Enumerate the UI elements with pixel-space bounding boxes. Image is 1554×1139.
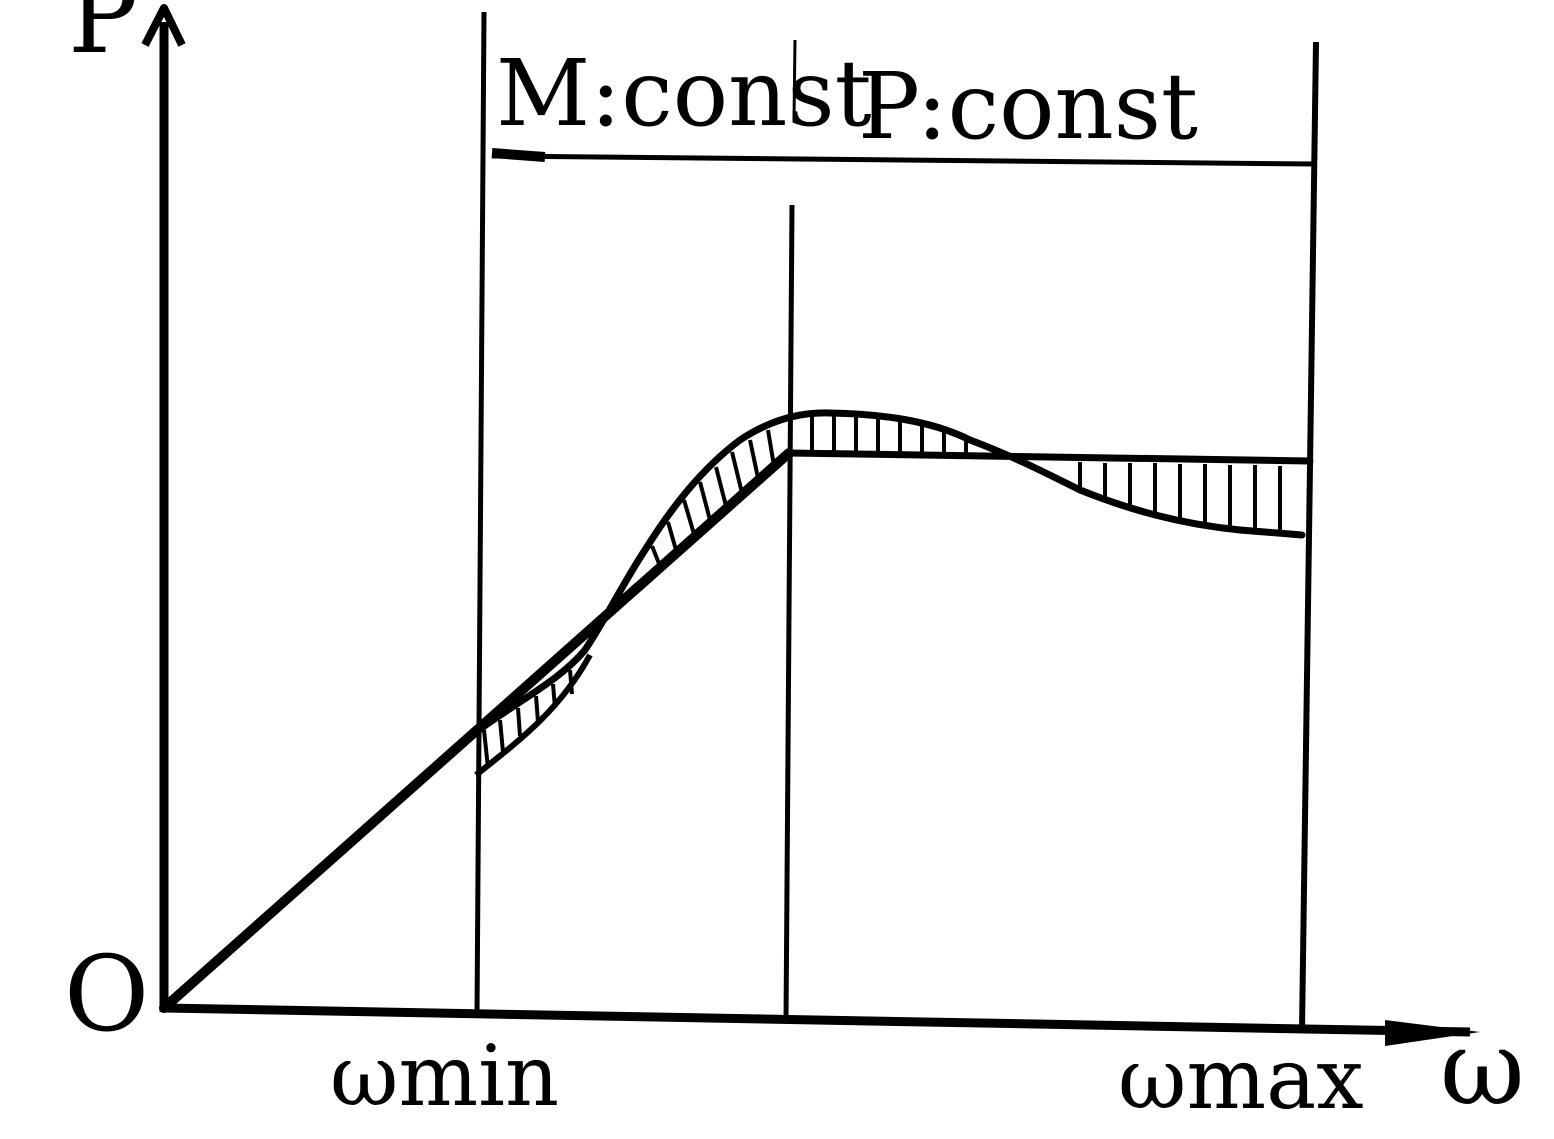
- wmax-line: [1299, 41, 1319, 1031]
- x-axis: [163, 1003, 1480, 1046]
- x-axis-arrowhead: [1385, 1020, 1480, 1046]
- region-bar: [491, 153, 1315, 167]
- y-axis-arrowhead: [141, 4, 186, 47]
- wmin-line: [474, 11, 487, 1016]
- ideal-characteristic: [159, 448, 1314, 1013]
- y-axis: [141, 4, 186, 1012]
- lower-deviation-curve: [474, 653, 593, 778]
- y-axis-label: P: [68, 0, 138, 77]
- real-characteristic: [472, 409, 1306, 736]
- wbase-line: [783, 204, 795, 1023]
- region-bar-start: [491, 148, 546, 162]
- wmax-label: ωmax: [1118, 1030, 1364, 1128]
- wmin-label: ωmin: [330, 1027, 559, 1125]
- deviation-hatching: [482, 414, 1282, 769]
- wbase-line-top: [792, 39, 797, 121]
- origin-label: O: [64, 933, 149, 1055]
- region-right-label: P:const: [858, 53, 1198, 160]
- x-axis-label: ω: [1440, 1007, 1525, 1129]
- region-left-label: M:const: [496, 40, 872, 147]
